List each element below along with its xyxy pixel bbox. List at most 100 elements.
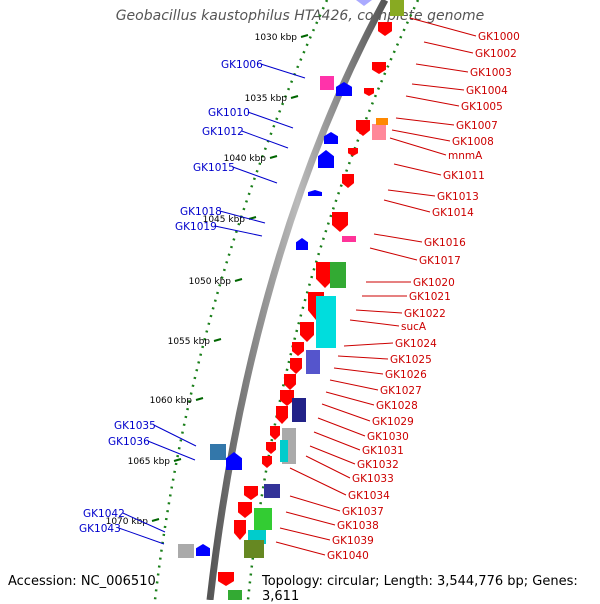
right-gene-labels: GK1000 GK1002 GK1003 GK1004 GK1005 GK1007 GK10… (275, 17, 520, 562)
gene-block-magenta (342, 236, 356, 242)
right-gene-label: mnmA (448, 150, 483, 162)
right-gene-label: GK1027 (380, 385, 422, 397)
kbp-tick-label: 1030 kbp (255, 33, 298, 43)
right-leader-line (349, 319, 400, 327)
reverse-gene-arrow (308, 190, 322, 196)
left-gene-label: GK1036 (108, 436, 150, 448)
kbp-tick-label: 1070 kbp (106, 517, 149, 527)
gene-features (178, 0, 404, 600)
gene-block-olive (390, 0, 404, 16)
right-gene-label: GK1002 (475, 48, 517, 60)
right-leader-line (369, 247, 418, 261)
left-gene-label: GK1006 (221, 59, 263, 71)
right-leader-line (285, 511, 336, 526)
kbp-tick-label: 1035 kbp (245, 94, 288, 104)
right-gene-label: GK1011 (443, 170, 485, 182)
right-gene-label: GK1024 (395, 338, 437, 350)
right-gene-label: GK1029 (372, 416, 414, 428)
reverse-gene-arrow (196, 544, 210, 556)
forward-gene-arrow (348, 148, 358, 156)
gene-block-cyan (316, 296, 336, 348)
gene-block-green3 (228, 590, 242, 600)
kbp-tick-label: 1055 kbp (168, 337, 211, 347)
right-gene-label: GK1026 (385, 369, 427, 381)
forward-gene-arrow (238, 502, 252, 518)
gene-block-steel (210, 444, 226, 460)
left-leader-line (147, 440, 196, 461)
forward-gene-arrow (280, 390, 294, 406)
right-leader-line (411, 83, 465, 91)
gene-block-cyan-small (280, 440, 288, 462)
left-leader-line (232, 166, 278, 184)
left-leader-line (219, 210, 266, 224)
kbp-tick-mark (195, 397, 204, 401)
right-leader-line (289, 495, 341, 512)
right-gene-label: GK1020 (413, 277, 455, 289)
forward-gene-arrow (284, 374, 296, 390)
reverse-gene-arrow (336, 82, 352, 96)
right-gene-label: GK1021 (409, 291, 451, 303)
left-gene-label: GK1015 (193, 162, 235, 174)
right-gene-label: GK1030 (367, 431, 409, 443)
right-gene-label: GK1025 (390, 354, 432, 366)
right-gene-label: GK1034 (348, 490, 390, 502)
left-leader-line (118, 527, 165, 545)
right-gene-label: GK1040 (327, 550, 369, 562)
kbp-tick-label: 1050 kbp (189, 277, 232, 287)
kbp-tick-label: 1065 kbp (128, 457, 171, 467)
left-gene-label: GK1012 (202, 126, 244, 138)
forward-gene-arrow (262, 456, 272, 468)
forward-gene-arrow (300, 322, 314, 342)
right-leader-line (305, 455, 351, 479)
gene-block-olive2 (244, 540, 264, 558)
gene-block-navy-small (264, 484, 280, 498)
right-leader-line (387, 189, 436, 197)
right-leader-line (289, 467, 347, 496)
right-leader-line (313, 431, 361, 451)
left-leader-line (214, 225, 263, 237)
left-leader-line (122, 512, 166, 533)
right-leader-line (343, 342, 394, 347)
right-gene-label: GK1003 (470, 67, 512, 79)
forward-gene-arrow (332, 212, 348, 232)
forward-gene-arrow (316, 262, 334, 288)
right-gene-label: GK1017 (419, 255, 461, 267)
right-gene-label: GK1037 (342, 506, 384, 518)
kbp-tick-mark (269, 155, 278, 159)
gene-block-indigo (306, 350, 320, 374)
left-leader-line (247, 111, 294, 129)
gene-block-orange (376, 118, 388, 125)
right-leader-line (405, 95, 460, 107)
left-gene-label: GK1019 (175, 221, 217, 233)
right-leader-line (275, 541, 326, 556)
right-leader-line (373, 233, 423, 243)
gene-block-gray-left (178, 544, 194, 558)
left-gene-label: GK1018 (180, 206, 222, 218)
right-leader-line (423, 41, 474, 54)
left-gene-label: GK1010 (208, 107, 250, 119)
right-leader-line (317, 417, 366, 437)
kbp-tick-group: 1030 kbp 1035 kbp 1040 kbp 1045 kbp 1050 kbp… (106, 33, 309, 527)
forward-gene-arrow (364, 88, 374, 96)
forward-gene-arrow (234, 520, 246, 540)
gene-block-pink-left (320, 76, 334, 90)
forward-gene-arrow (290, 358, 302, 374)
right-gene-label: GK1028 (376, 400, 418, 412)
left-gene-label: GK1035 (114, 420, 156, 432)
forward-gene-arrow (266, 442, 276, 454)
reverse-gene-arrow (318, 150, 334, 168)
kbp-tick-mark (290, 95, 299, 99)
right-leader-line (329, 379, 379, 391)
right-leader-line (391, 129, 451, 142)
right-gene-label: GK1038 (337, 520, 379, 532)
left-gene-labels: GK1006 GK1010 GK1012 GK1015 GK1018 GK1019 GK10… (79, 59, 306, 545)
gene-block-pink (372, 124, 386, 140)
right-gene-label: GK1007 (456, 120, 498, 132)
kbp-tick-mark (151, 518, 160, 522)
right-gene-label: GK1008 (452, 136, 494, 148)
gene-block-green2 (254, 508, 272, 530)
forward-gene-arrow (372, 62, 386, 74)
left-leader-line (241, 130, 289, 149)
left-leader-line (260, 63, 306, 79)
